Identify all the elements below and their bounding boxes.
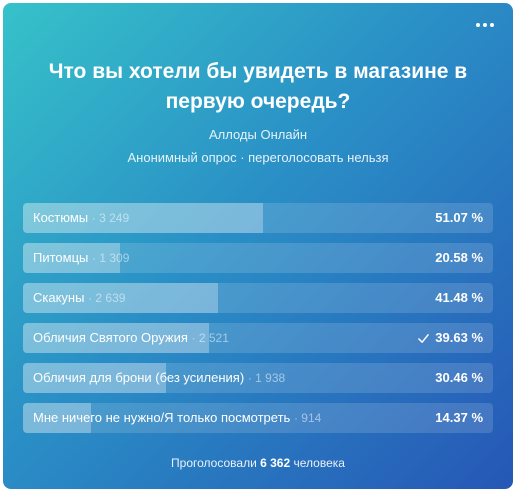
poll-option-count: 2 639 <box>95 291 126 305</box>
poll-option-label: Обличия Святого Оружия <box>33 330 188 345</box>
poll-option[interactable]: Скакуны · 2 639 41.48 % <box>23 283 493 313</box>
poll-option-text: Питомцы · 1 309 <box>33 243 129 273</box>
more-dot <box>476 23 480 27</box>
poll-option-label: Обличия для брони (без усиления) <box>33 370 245 385</box>
poll-meta: Анонимный опрос · переголосовать нельзя <box>127 150 389 165</box>
poll-option-count: 2 521 <box>198 331 229 345</box>
poll-option-text: Обличия для брони (без усиления) · 1 938 <box>33 363 285 393</box>
poll-option-separator: · <box>88 291 96 305</box>
poll-options: Костюмы · 3 249 51.07 % Питомцы · 1 309 20.… <box>23 203 493 443</box>
poll-option-count: 914 <box>301 411 322 425</box>
poll-option-percent: 39.63 % <box>435 330 483 345</box>
poll-option-count: 1 309 <box>99 251 130 265</box>
poll-option-bar <box>23 323 210 353</box>
poll-card: Что вы хотели бы увидеть в магазине в пе… <box>3 3 513 489</box>
poll-option-percent-wrap: 30.46 % <box>435 363 483 393</box>
poll-option[interactable]: Обличия Святого Оружия · 2 521 39.63 % <box>23 323 493 353</box>
poll-option-percent: 51.07 % <box>435 210 483 225</box>
poll-option-separator: · <box>91 211 100 225</box>
poll-option-text: Костюмы · 3 249 <box>33 203 129 233</box>
poll-option-bar <box>23 403 91 433</box>
poll-author[interactable]: Аллоды Онлайн <box>208 127 308 142</box>
footer-total: 6 362 <box>260 456 291 470</box>
poll-option-count: 3 249 <box>99 211 130 225</box>
poll-option-label: Скакуны <box>33 290 85 305</box>
poll-title: Что вы хотели бы увидеть в магазине в пе… <box>48 60 468 113</box>
poll-option[interactable]: Обличия для брони (без усиления) · 1 938… <box>23 363 493 393</box>
poll-option[interactable]: Питомцы · 1 309 20.58 % <box>23 243 493 273</box>
poll-option-percent-wrap: 51.07 % <box>435 203 483 233</box>
poll-option-separator: · <box>191 331 199 345</box>
poll-option-percent: 30.46 % <box>435 370 483 385</box>
more-dot <box>490 23 494 27</box>
poll-option-percent: 14.37 % <box>435 410 483 425</box>
poll-option-label: Мне ничего не нужно/Я только посмотреть <box>33 410 291 425</box>
poll-option[interactable]: Мне ничего не нужно/Я только посмотреть … <box>23 403 493 433</box>
poll-option-label: Питомцы <box>33 250 89 265</box>
poll-option-percent-wrap: 14.37 % <box>435 403 483 433</box>
footer-suffix: человека <box>293 456 345 470</box>
poll-option-percent-wrap: 41.48 % <box>435 283 483 313</box>
poll-option-text: Скакуны · 2 639 <box>33 283 125 313</box>
poll-option-bar <box>23 363 167 393</box>
poll-option[interactable]: Костюмы · 3 249 51.07 % <box>23 203 493 233</box>
poll-option-percent-wrap: 20.58 % <box>435 243 483 273</box>
poll-option-separator: · <box>247 371 256 385</box>
poll-option-text: Мне ничего не нужно/Я только посмотреть … <box>33 403 321 433</box>
poll-option-percent: 41.48 % <box>435 290 483 305</box>
poll-option-percent: 20.58 % <box>435 250 483 265</box>
more-options-icon[interactable] <box>473 15 497 35</box>
poll-option-separator: · <box>92 251 100 265</box>
poll-option-bar <box>23 203 264 233</box>
check-icon <box>418 333 430 343</box>
footer-prefix: Проголосовали <box>171 456 257 470</box>
poll-option-bar <box>23 243 120 273</box>
poll-option-percent-wrap: 39.63 % <box>418 323 483 353</box>
poll-option-text: Обличия Святого Оружия · 2 521 <box>33 323 229 353</box>
poll-footer: Проголосовали 6 362 человека <box>3 456 513 470</box>
poll-option-bar <box>23 283 218 313</box>
poll-option-count: 1 938 <box>255 371 286 385</box>
poll-option-separator: · <box>293 411 302 425</box>
poll-option-label: Костюмы <box>33 210 89 225</box>
more-dot <box>483 23 487 27</box>
